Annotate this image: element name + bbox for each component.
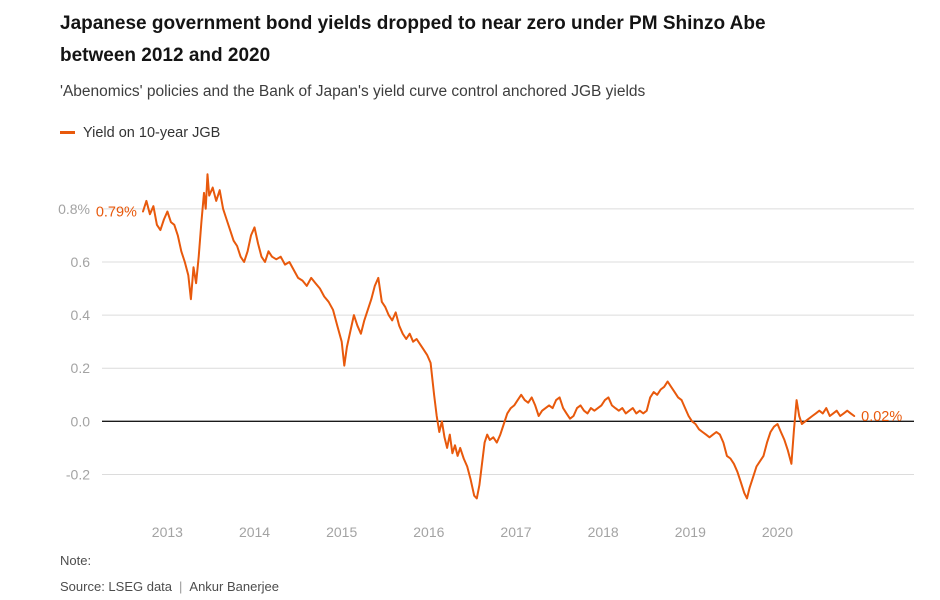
chart-area: 0.8% 0.6 0.4 0.2 0.0 -0.2 2013 2014 2015 2016 2017… — [40, 149, 940, 549]
chart-footer: Note: Source: LSEG data | Ankur Banerjee — [60, 553, 940, 594]
y-tick-label: 0.4 — [71, 307, 91, 323]
x-tick-label: 2015 — [326, 524, 357, 540]
y-tick-label: -0.2 — [66, 466, 90, 482]
x-tick-label: 2017 — [500, 524, 531, 540]
source-divider: | — [179, 578, 183, 594]
x-tick-label: 2014 — [239, 524, 270, 540]
series-line — [142, 172, 856, 499]
yield-line-chart: 0.8% 0.6 0.4 0.2 0.0 -0.2 2013 2014 2015 2016 2017… — [58, 172, 914, 540]
y-tick-label: 0.8% — [58, 200, 90, 216]
source-line: Source: LSEG data | Ankur Banerjee — [60, 579, 940, 594]
y-tick-label: 0.6 — [71, 254, 91, 270]
credit-text: Ankur Banerjee — [189, 578, 280, 594]
y-tick-label: 0.0 — [71, 413, 91, 429]
legend-label: Yield on 10-year JGB — [83, 124, 221, 141]
page-title: Japanese government bond yields dropped … — [60, 8, 920, 73]
value-annotation: 0.79% — [96, 204, 137, 220]
x-tick-label: 2016 — [413, 524, 444, 540]
page-title-line1: Japanese government bond yields dropped … — [60, 13, 766, 34]
legend-line-swatch — [60, 131, 75, 135]
y-tick-label: 0.2 — [71, 360, 91, 376]
page-title-line2: between 2012 and 2020 — [60, 45, 271, 67]
value-annotation: 0.02% — [861, 409, 902, 425]
page-subtitle: 'Abenomics' policies and the Bank of Jap… — [60, 82, 646, 100]
x-tick-label: 2019 — [675, 524, 706, 540]
note-label: Note: — [60, 552, 92, 568]
source-text: Source: LSEG data — [60, 578, 173, 594]
chart-legend: Yield on 10-year JGB — [60, 125, 940, 141]
x-tick-label: 2018 — [588, 524, 619, 540]
x-tick-label: 2013 — [152, 524, 183, 540]
x-tick-label: 2020 — [762, 524, 793, 540]
